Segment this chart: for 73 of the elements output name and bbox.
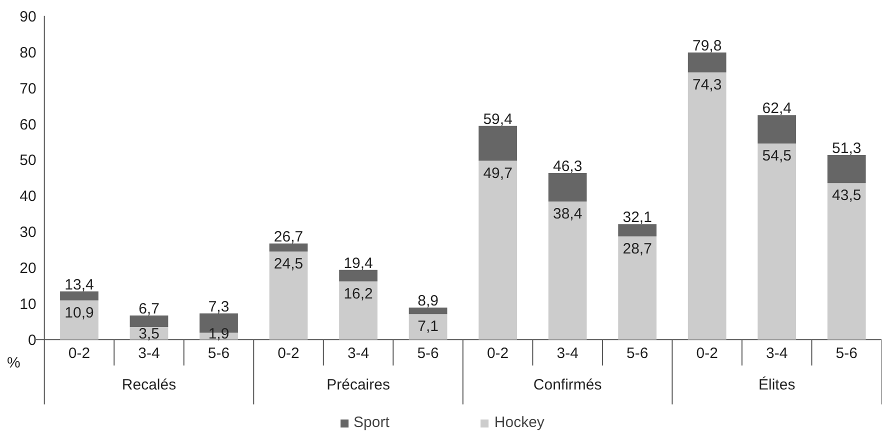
bar <box>339 270 378 282</box>
text: Confirmés <box>533 376 602 394</box>
x-tick-label: 5-6 <box>417 345 439 362</box>
bar <box>548 201 587 340</box>
total-label: 13,4 <box>64 276 94 294</box>
y-tick-label: 10 <box>20 296 36 314</box>
x-tick-label: 3-4 <box>347 345 370 362</box>
x-tick-label: 3-4 <box>766 345 788 362</box>
bar <box>478 126 517 161</box>
legend-label: Hockey <box>494 414 544 431</box>
total-label: 32,1 <box>622 209 652 226</box>
total-label: 79,8 <box>692 38 722 55</box>
x-tick-label: 0-2 <box>486 345 509 362</box>
total-label: 6,7 <box>138 300 160 318</box>
y-tick-label: 20 <box>20 260 36 278</box>
x-tick-label: 5-6 <box>208 345 230 362</box>
bar <box>269 244 308 252</box>
x-tick-label: 5-6 <box>836 345 858 362</box>
total-label: 51,3 <box>832 140 862 158</box>
x-tick-label: 0-2 <box>68 345 90 362</box>
data-label: 16,2 <box>344 285 373 302</box>
data-label: 10,9 <box>64 304 94 322</box>
data-label: 38,4 <box>552 205 582 222</box>
y-tick-label: 80 <box>20 44 36 62</box>
total-label: 8,9 <box>418 292 438 310</box>
y-tick-label: 40 <box>20 188 36 206</box>
y-axis-title: % <box>7 354 20 372</box>
bar <box>408 314 448 340</box>
total-label: 59,4 <box>483 110 512 128</box>
text: Élites <box>758 375 796 394</box>
x-tick-label: 3-4 <box>138 345 160 362</box>
bar <box>130 316 168 328</box>
total-label: 19,4 <box>344 254 373 272</box>
bar <box>618 236 657 340</box>
bar <box>618 224 657 236</box>
data-label: 43,5 <box>832 187 862 204</box>
data-label: 49,7 <box>483 164 512 182</box>
y-tick-label: 70 <box>20 80 36 98</box>
total-label: 7,3 <box>208 298 230 316</box>
y-tick-label: 90 <box>20 8 36 26</box>
data-label: 28,7 <box>622 240 652 258</box>
data-label: 3,5 <box>138 326 160 343</box>
y-tick-label: 30 <box>20 224 36 242</box>
bar <box>478 160 517 340</box>
y-tick-label: 0 <box>28 332 36 350</box>
bar <box>827 183 866 340</box>
bar <box>548 173 587 202</box>
bar <box>269 251 308 340</box>
total-label: 46,3 <box>552 158 582 176</box>
y-tick-label: 50 <box>20 152 36 170</box>
x-tick-label: 3-4 <box>556 345 578 362</box>
x-tick-label: 5-6 <box>626 345 648 362</box>
bar <box>408 308 448 314</box>
text: Précaires <box>326 376 390 394</box>
bar <box>60 300 98 340</box>
x-tick-label: 0-2 <box>278 345 300 362</box>
bar <box>758 115 796 144</box>
total-label: 26,7 <box>274 228 304 246</box>
data-label: 74,3 <box>692 76 722 94</box>
data-label: 54,5 <box>762 148 792 165</box>
bar <box>688 72 726 340</box>
x-tick-label: 0-2 <box>696 345 718 362</box>
bar <box>758 144 796 340</box>
bar <box>827 155 866 184</box>
total-label: 62,4 <box>762 100 792 118</box>
data-label: 24,5 <box>274 255 304 272</box>
bar <box>688 52 726 72</box>
text: Recalés <box>122 376 176 394</box>
bar <box>60 291 98 300</box>
bar <box>339 281 378 340</box>
y-tick-label: 60 <box>20 116 36 134</box>
legend-label: Sport <box>354 414 390 431</box>
data-label: 7,1 <box>418 318 438 336</box>
